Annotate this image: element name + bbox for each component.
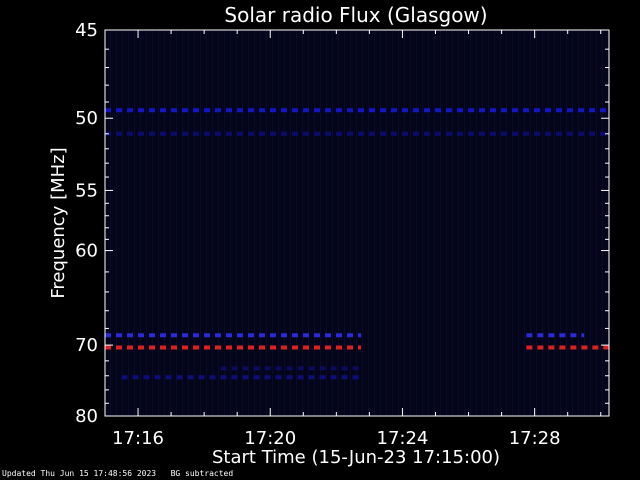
plot-frame (104, 29, 610, 417)
x-axis-label: Start Time (15-Jun-23 17:15:00) (212, 447, 500, 468)
y-tick-label: 80 (75, 406, 98, 427)
y-tick-label: 60 (75, 241, 98, 262)
x-tick-label: 17:28 (509, 428, 561, 449)
x-tick-label: 17:24 (377, 428, 429, 449)
updated-timestamp: Updated Thu Jun 15 17:48:56 2023 (2, 469, 157, 478)
bg-subtracted-note: BG subtracted (170, 469, 234, 478)
x-tick-label: 17:16 (112, 428, 164, 449)
emission-bands (105, 108, 609, 380)
y-axis: 45 50 55 60 70 80 (75, 20, 609, 427)
y-tick-label: 55 (75, 180, 98, 201)
y-tick-label: 70 (75, 335, 98, 356)
y-tick-label: 50 (75, 108, 98, 129)
plot-area (105, 30, 609, 416)
x-tick-label: 17:20 (244, 428, 296, 449)
y-tick-label: 45 (75, 20, 98, 41)
x-axis: 17:16 17:20 17:24 17:28 (112, 30, 602, 449)
y-axis-label: Frequency [MHz] (48, 147, 69, 298)
chart-title: Solar radio Flux (Glasgow) (224, 3, 487, 27)
status-footer: Updated Thu Jun 15 17:48:56 2023 BG subt… (2, 469, 233, 478)
